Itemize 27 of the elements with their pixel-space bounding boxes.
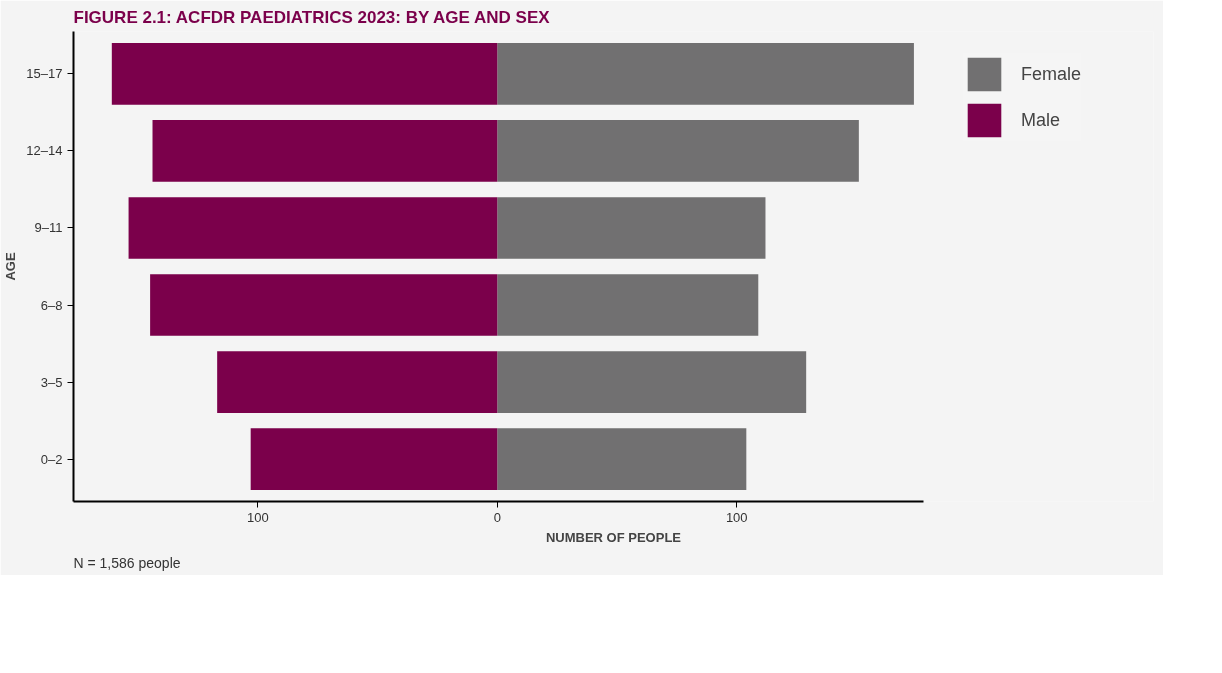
bar [250, 428, 498, 490]
bar [217, 351, 498, 413]
bar [152, 120, 498, 182]
legend-label: Male [1021, 109, 1061, 131]
y-tick-label: 6–8 [40, 297, 63, 313]
bar [497, 197, 766, 259]
y-tick-label: 0–2 [40, 451, 63, 467]
bar [111, 43, 498, 105]
x-tick-label: 0 [493, 509, 501, 525]
y-tick-label: 15–17 [26, 66, 63, 82]
text: N = 1,586 people [73, 554, 181, 571]
bar [497, 274, 759, 336]
y-tick-label: 12–14 [26, 143, 63, 159]
legend-label: Female [1021, 63, 1082, 85]
bar [497, 351, 807, 413]
bar [497, 43, 914, 105]
x-tick-label: 100 [247, 509, 269, 525]
x-tick-label: 100 [725, 509, 748, 525]
bar [128, 197, 498, 259]
bar [497, 120, 859, 182]
y-axis-title: AGE [3, 252, 19, 281]
y-tick-label: 9–11 [34, 220, 63, 236]
y-tick-label: 3–5 [40, 374, 63, 390]
x-axis-title: NUMBER OF PEOPLE [545, 529, 682, 545]
bar [497, 428, 747, 490]
bar [150, 274, 498, 336]
chart-title: FIGURE 2.1: ACFDR PAEDIATRICS 2023: BY AGE AND SEX [73, 7, 551, 27]
